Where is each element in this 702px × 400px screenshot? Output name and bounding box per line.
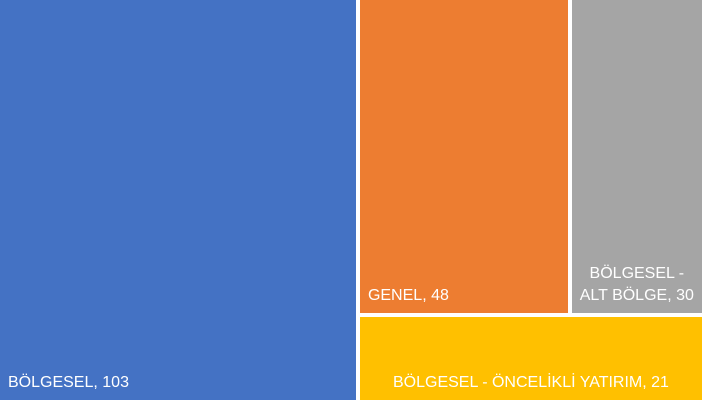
separator: , (642, 373, 652, 391)
tile: BÖLGESEL - ALT BÖLGE, 30 (571, 0, 702, 314)
value: 30 (676, 287, 694, 305)
data-label: GENEL, 48 (368, 285, 560, 307)
tile: GENEL, 48 (359, 0, 568, 314)
separator: , (667, 287, 677, 305)
value: 48 (431, 287, 449, 305)
separator: , (93, 374, 103, 391)
value: 21 (651, 373, 669, 391)
tile: BÖLGESEL - ÖNCELİKLİ YATIRIM, 21 (359, 317, 702, 400)
category-name: BÖLGESEL (8, 374, 94, 391)
category-name: GENEL (367, 287, 423, 305)
data-label: BÖLGESEL - ÖNCELİKLİ YATIRIM, 21 (393, 372, 669, 394)
separator: , (422, 287, 432, 305)
category-name: BÖLGESEL - ÖNCELİKLİ YATIRIM (392, 373, 643, 391)
value: 103 (102, 374, 129, 391)
category-name: BÖLGESEL - ALT BÖLGE (579, 265, 685, 305)
data-label: BÖLGESEL, 103 (8, 372, 348, 394)
tile: BÖLGESEL, 103 (0, 0, 356, 400)
data-label: BÖLGESEL - ALT BÖLGE, 30 (580, 263, 694, 307)
